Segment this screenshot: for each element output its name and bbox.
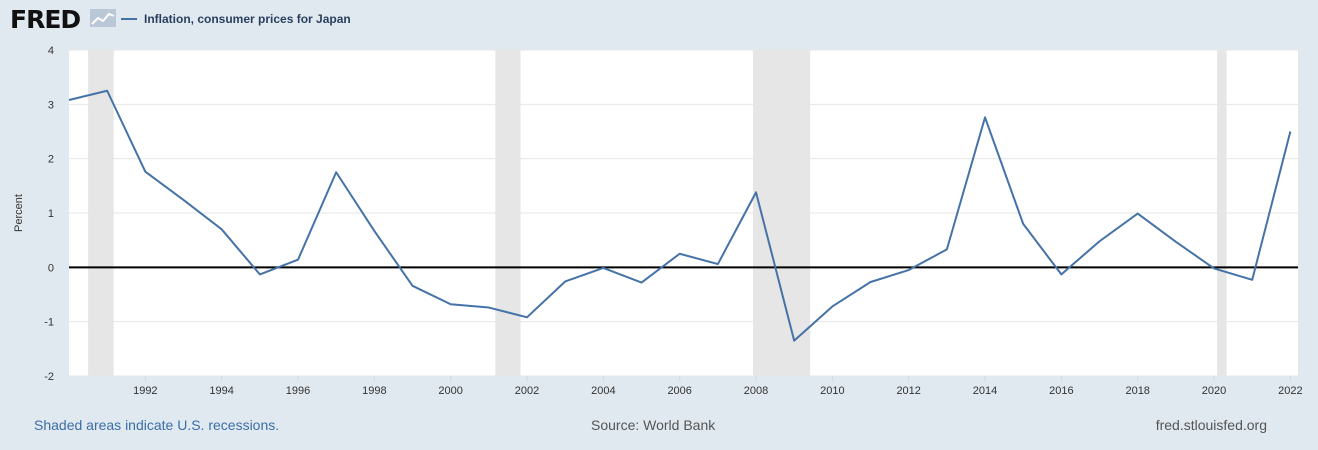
y-tick-label: 2 <box>48 154 54 166</box>
y-tick-label: -2 <box>44 371 54 383</box>
x-tick-label: 1992 <box>133 385 157 397</box>
x-tick-label: 2008 <box>744 385 768 397</box>
y-axis-title: Percent <box>13 194 25 232</box>
y-tick-label: -1 <box>44 317 54 329</box>
fred-logo-text: FRED <box>10 5 81 34</box>
y-tick-label: 4 <box>48 45 54 57</box>
x-axis-ticks: 1992 1994 1996 1998 2000 2002 2004 2006 2008 2010… <box>133 376 1303 397</box>
legend-swatch <box>121 18 137 20</box>
x-tick-label: 2020 <box>1202 385 1226 397</box>
fred-logo[interactable]: FRED <box>10 5 81 34</box>
recessions-note[interactable]: Shaded areas indicate U.S. recessions. <box>34 417 280 433</box>
y-tick-label: 3 <box>48 99 54 111</box>
x-tick-label: 2002 <box>515 385 539 397</box>
fred-logo-chart-icon <box>90 9 116 27</box>
series-line[interactable] <box>68 89 1292 342</box>
x-tick-label: 1994 <box>209 385 233 397</box>
x-tick-label: 2022 <box>1278 385 1302 397</box>
gridlines <box>69 49 1298 377</box>
chart-header: FRED Inflation, consumer prices for Japa… <box>0 0 1318 42</box>
legend-label: Inflation, consumer prices for Japan <box>144 12 351 26</box>
x-tick-label: 2014 <box>973 385 997 397</box>
site-link[interactable]: fred.stlouisfed.org <box>1155 417 1267 433</box>
x-tick-label: 1998 <box>362 385 386 397</box>
source-label: Source: World Bank <box>591 417 716 433</box>
x-tick-label: 2000 <box>438 385 462 397</box>
legend[interactable]: Inflation, consumer prices for Japan <box>121 12 351 26</box>
x-tick-label: 1996 <box>286 385 310 397</box>
y-tick-label: 0 <box>48 262 54 274</box>
x-tick-label: 2010 <box>820 385 844 397</box>
x-tick-label: 2004 <box>591 385 615 397</box>
x-tick-label: 2016 <box>1049 385 1073 397</box>
x-tick-label: 2018 <box>1125 385 1149 397</box>
y-axis-ticks: -2 -1 0 1 2 3 4 <box>44 45 54 383</box>
x-tick-label: 2006 <box>667 385 691 397</box>
y-tick-label: 1 <box>48 208 54 220</box>
x-tick-label: 2012 <box>896 385 920 397</box>
